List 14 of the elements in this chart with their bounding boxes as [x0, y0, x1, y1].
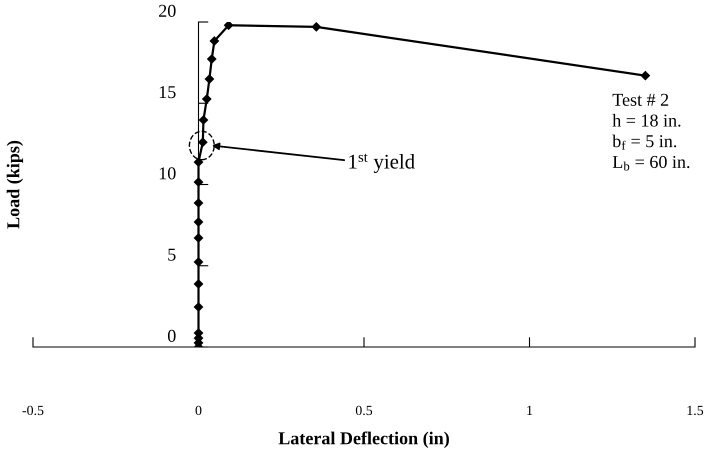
y-tick-label: 5	[168, 248, 176, 261]
x-tick-label: 0	[196, 406, 202, 416]
x-tick-label: 1.5	[688, 406, 704, 416]
annotation: Test # 2 h = 18 in. b$_{f}$ = 5 in. L$_{b}$ = 60 in.	[612, 94, 690, 170]
y-tick-label: 20	[159, 4, 176, 17]
annotation: 1$^{st}$ yield	[349, 154, 415, 173]
y-axis-title: Load (kips)	[6, 140, 24, 229]
y-tick-label: 0	[168, 330, 176, 342]
y-tick-label: 15	[160, 86, 176, 98]
x-tick-label: 0.5	[356, 406, 372, 416]
x-axis-title: Lateral Deflection (in)	[278, 432, 449, 448]
x-tick-label: -0.5	[22, 406, 44, 416]
x-tick-label: 1	[527, 406, 532, 415]
y-tick-label: 10	[160, 167, 176, 180]
